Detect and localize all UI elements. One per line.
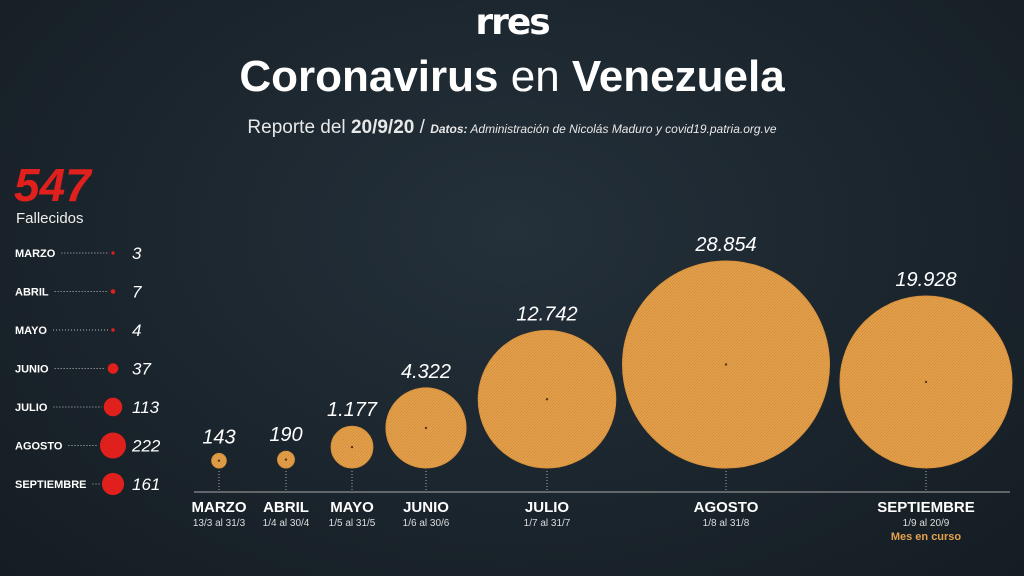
cases-range-label-marzo: 13/3 al 31/3 <box>193 518 246 529</box>
cases-value-marzo: 143 <box>202 426 235 448</box>
cases-center-dot-junio <box>424 426 428 430</box>
current-month-note: Mes en curso <box>891 531 962 543</box>
cases-center-dot-agosto <box>724 363 728 366</box>
cases-value-agosto: 28.854 <box>694 234 756 256</box>
report-prefix: Reporte del <box>247 117 351 138</box>
cases-value-abril: 190 <box>269 424 302 446</box>
cases-month-label-abril: ABRIL <box>263 499 309 516</box>
cases-month-label-marzo: MARZO <box>192 499 247 516</box>
page-title: Coronavirus en Venezuela <box>0 52 1024 102</box>
report-subtitle: Reporte del 20/9/20 / Datos: Administrac… <box>0 117 1024 139</box>
deaths-total: 547 <box>14 159 91 211</box>
deaths-label: Fallecidos <box>16 210 84 227</box>
cases-center-dot-abril <box>284 458 288 461</box>
cases-chart: 143 MARZO 13/3 al 31/3 190 ABRIL 1/4 al 30/4 1… <box>192 234 1013 543</box>
cases-month-label-agosto: AGOSTO <box>694 499 759 516</box>
deaths-month-label-septiembre: SEPTIEMBRE <box>15 479 87 491</box>
title-coronavirus: Coronavirus <box>239 52 499 101</box>
deaths-bubble-marzo <box>111 251 115 255</box>
deaths-month-label-marzo: MARZO <box>15 248 56 260</box>
title-venezuela: Venezuela <box>571 52 785 101</box>
cases-value-julio: 12.742 <box>516 303 577 325</box>
data-source: Datos: Administración de Nicolás Maduro … <box>430 122 776 136</box>
deaths-bubble-junio <box>107 363 119 374</box>
cases-value-mayo: 1.177 <box>327 399 378 421</box>
source-slash: / <box>414 117 425 138</box>
cases-range-label-septiembre: 1/9 al 20/9 <box>903 518 950 529</box>
cases-month-label-mayo: MAYO <box>330 499 374 516</box>
cases-center-dot-julio <box>545 398 549 401</box>
deaths-value-agosto: 222 <box>131 437 161 456</box>
cases-month-label-junio: JUNIO <box>403 499 449 516</box>
deaths-value-septiembre: 161 <box>132 475 160 494</box>
cases-range-label-mayo: 1/5 al 31/5 <box>329 518 376 529</box>
deaths-value-abril: 7 <box>132 283 142 302</box>
deaths-chart: MARZO 3 ABRIL 7 MAYO 4 JUNIO 37 JULIO 113 AGOSTO 22… <box>15 244 161 496</box>
deaths-bubble-julio <box>103 397 123 417</box>
rres-logo: rres <box>475 2 550 43</box>
deaths-month-label-mayo: MAYO <box>15 325 47 337</box>
deaths-bubble-agosto <box>100 432 126 459</box>
cases-range-label-julio: 1/7 al 31/7 <box>524 518 571 529</box>
deaths-value-marzo: 3 <box>132 244 142 263</box>
deaths-value-julio: 113 <box>132 398 160 417</box>
deaths-value-mayo: 4 <box>132 321 141 340</box>
cases-range-label-abril: 1/4 al 30/4 <box>263 518 310 529</box>
deaths-bubble-septiembre <box>101 472 125 496</box>
cases-value-junio: 4.322 <box>401 361 451 383</box>
deaths-value-junio: 37 <box>132 360 151 379</box>
cases-center-dot-septiembre <box>924 380 928 384</box>
title-en: en <box>498 52 572 101</box>
cases-center-dot-marzo <box>217 459 221 462</box>
source-label: Datos: <box>430 122 468 136</box>
deaths-bubble-abril <box>110 289 116 294</box>
report-date: 20/9/20 <box>350 117 415 138</box>
deaths-bubble-mayo <box>111 328 115 332</box>
cases-value-septiembre: 19.928 <box>895 269 956 291</box>
cases-range-label-junio: 1/6 al 30/6 <box>403 518 450 529</box>
deaths-month-label-abril: ABRIL <box>15 287 49 299</box>
cases-month-label-septiembre: SEPTIEMBRE <box>877 499 975 516</box>
cases-range-label-agosto: 1/8 al 31/8 <box>703 518 750 529</box>
deaths-month-label-agosto: AGOSTO <box>15 441 63 453</box>
source-text: Administración de Nicolás Maduro y covid… <box>467 122 777 136</box>
cases-month-label-julio: JULIO <box>525 499 570 516</box>
cases-center-dot-mayo <box>350 445 354 449</box>
deaths-month-label-julio: JULIO <box>15 402 48 414</box>
deaths-month-label-junio: JUNIO <box>15 364 49 376</box>
